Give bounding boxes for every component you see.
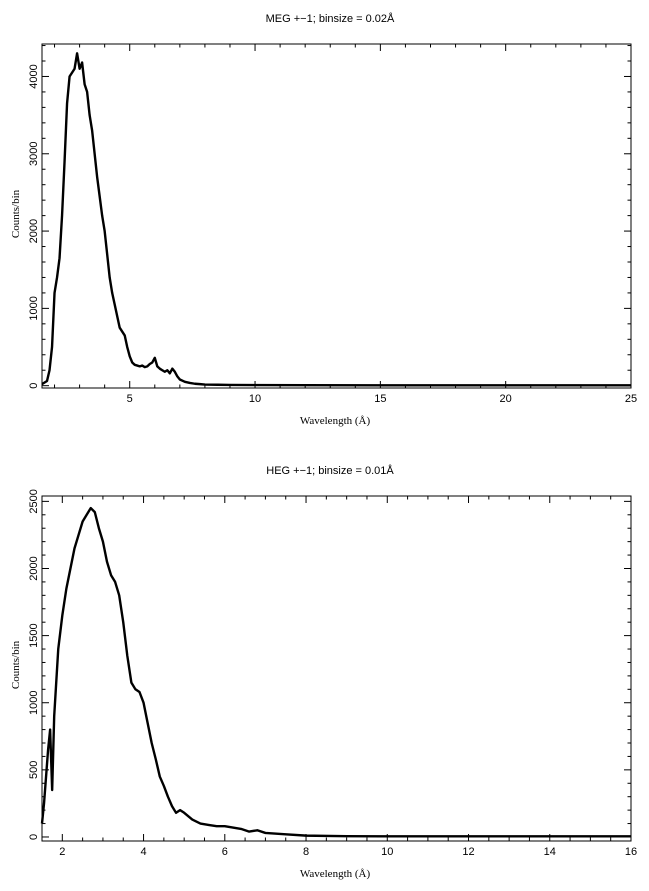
heg-y-tick-label: 2000	[28, 556, 40, 580]
meg-x-tick-label: 15	[374, 393, 386, 405]
meg-y-tick-label: 4000	[28, 64, 40, 88]
heg-x-tick-label: 4	[140, 846, 146, 858]
heg-y-tick-label: 1500	[28, 623, 40, 647]
meg-y-axis-label: Counts/bin	[10, 189, 22, 238]
heg-y-tick-label: 1000	[28, 690, 40, 714]
heg-x-tick-label: 6	[222, 846, 228, 858]
heg-y-tick-label: 500	[28, 761, 40, 779]
meg-chart-title: MEG +−1; binsize = 0.02Å	[266, 12, 395, 25]
meg-x-axis-label: Wavelength (Å)	[300, 415, 371, 427]
heg-x-tick-label: 16	[625, 846, 637, 858]
meg-x-tick-label: 10	[249, 393, 261, 405]
heg-plot-frame	[41, 495, 632, 842]
meg-plot-area: 5 10 15 20 25 0 1000 2000 3000 4000	[28, 43, 637, 405]
heg-x-tick-label: 12	[462, 846, 474, 858]
heg-x-tick-label: 14	[544, 846, 556, 858]
heg-y-tick-label: 0	[28, 834, 40, 840]
meg-y-tick-label: 1000	[28, 296, 40, 320]
heg-x-tick-label: 2	[59, 846, 65, 858]
heg-plot-area: 2 4 6 8 10 12 14 16 0 500 1000 1500 2000 2500	[28, 489, 637, 858]
heg-x-tick-label: 10	[381, 846, 393, 858]
meg-spectrum-panel: MEG +−1; binsize = 0.02Å 5 10 15 20 25 0 1000 2…	[10, 12, 637, 427]
meg-x-tick-label: 20	[500, 393, 512, 405]
meg-spectrum-line	[41, 52, 631, 387]
meg-x-tick-label: 5	[127, 393, 133, 405]
heg-x-tick-label: 8	[303, 846, 309, 858]
heg-spectrum-line	[40, 506, 631, 838]
heg-y-axis-label: Counts/bin	[10, 640, 22, 689]
meg-y-tick-label: 2000	[28, 219, 40, 243]
meg-y-tick-label: 0	[28, 383, 40, 389]
meg-y-tick-label: 3000	[28, 142, 40, 166]
heg-spectrum-panel: HEG +−1; binsize = 0.01Å 2 4 6 8 10 12 14 16 0 50…	[10, 464, 637, 880]
heg-x-axis-label: Wavelength (Å)	[300, 868, 371, 880]
heg-y-tick-label: 2500	[28, 489, 40, 513]
meg-x-tick-label: 25	[625, 393, 637, 405]
heg-chart-title: HEG +−1; binsize = 0.01Å	[266, 464, 394, 477]
